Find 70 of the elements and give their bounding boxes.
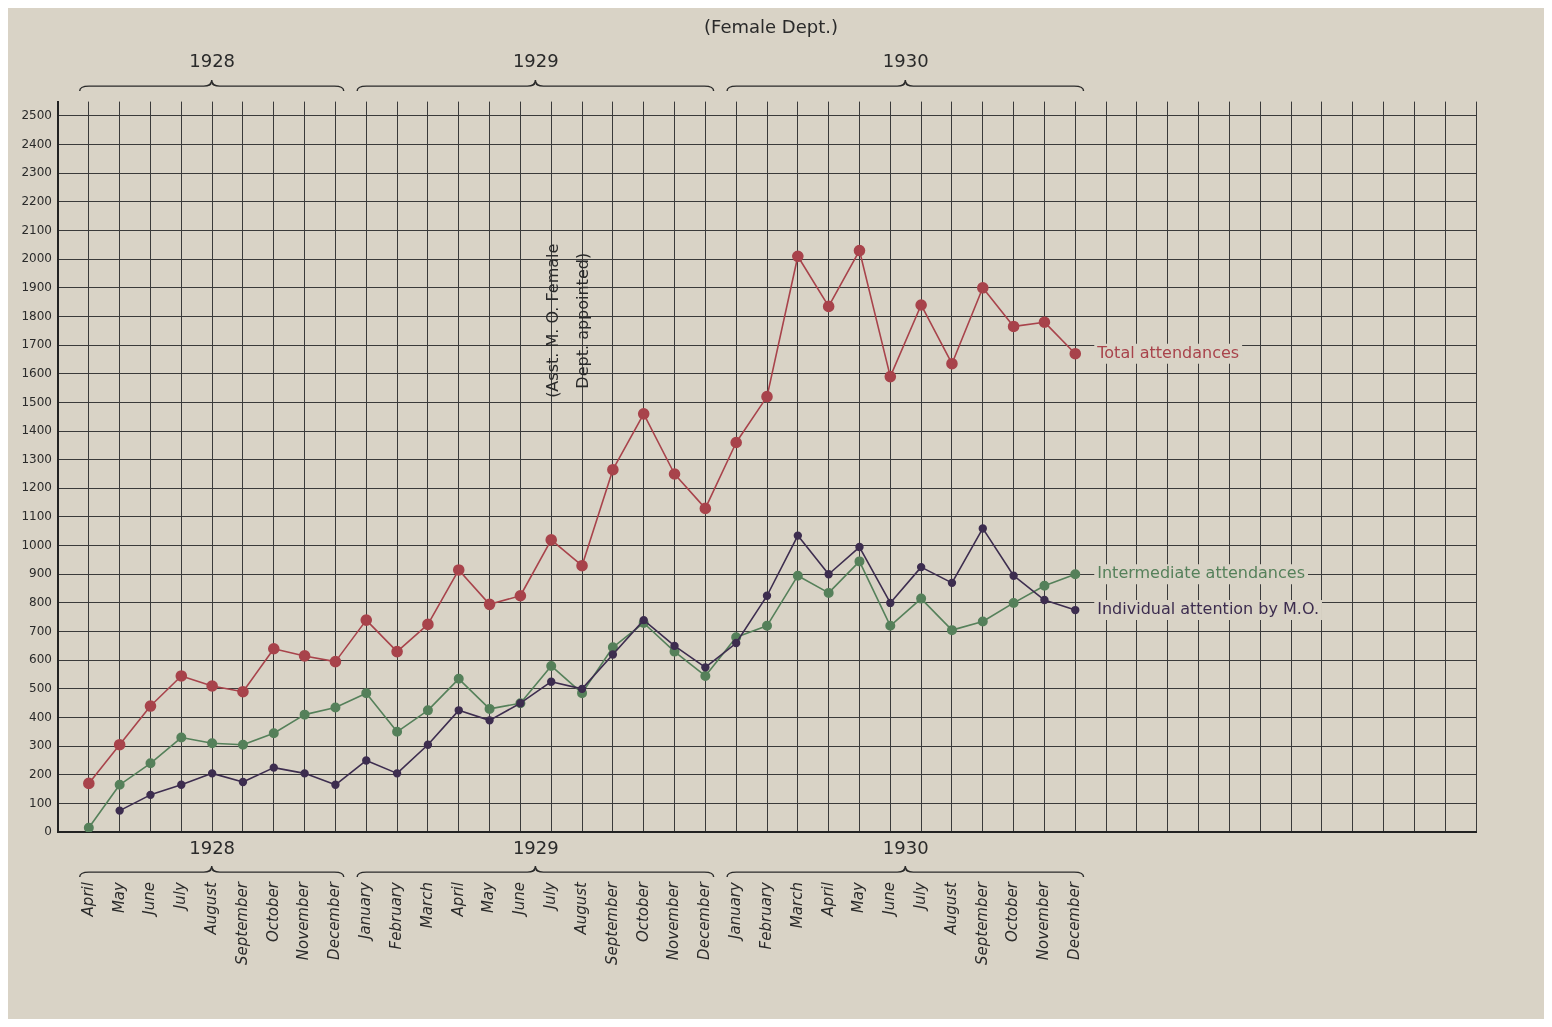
y-tick-label: 400 bbox=[29, 709, 52, 724]
x-tick-label: September bbox=[972, 881, 991, 966]
x-tick-label: October bbox=[263, 881, 282, 943]
annotation: (Asst. M. O. Female Dept. appointed) bbox=[542, 243, 592, 398]
x-tick-label: June bbox=[510, 882, 529, 918]
x-tick-label: April bbox=[818, 881, 837, 918]
y-tick-label: 2500 bbox=[21, 108, 52, 123]
y-tick-label: 0 bbox=[44, 824, 52, 839]
text: 1930 bbox=[882, 836, 929, 858]
y-tick-label: 800 bbox=[29, 595, 52, 610]
series-label: Total attendances bbox=[1096, 342, 1240, 362]
y-tick-label: 2000 bbox=[21, 251, 52, 266]
x-tick-label: October bbox=[633, 881, 652, 943]
text: 1930 bbox=[882, 50, 929, 72]
x-tick-label: July bbox=[541, 880, 560, 913]
x-tick-label: May bbox=[109, 880, 128, 914]
x-tick-label: April bbox=[78, 881, 97, 918]
series-label: Intermediate attendances bbox=[1097, 563, 1305, 583]
x-tick-label: June bbox=[880, 882, 899, 918]
x-tick-label: December bbox=[695, 881, 714, 960]
y-tick-label: 2400 bbox=[21, 136, 52, 151]
y-tick-label: 2100 bbox=[21, 222, 52, 237]
chart-title: (Female Dept.) bbox=[704, 16, 838, 38]
x-tick-label: July bbox=[911, 880, 930, 913]
y-tick-label: 500 bbox=[29, 680, 52, 695]
x-tick-label: December bbox=[325, 881, 344, 960]
y-tick-label: 1100 bbox=[21, 509, 52, 524]
x-tick-label: February bbox=[386, 880, 405, 950]
y-tick-label: 200 bbox=[29, 766, 52, 781]
y-tick-label: 300 bbox=[29, 738, 52, 753]
y-tick-label: 1000 bbox=[21, 537, 52, 552]
x-tick-label: February bbox=[756, 880, 775, 950]
text: 1929 bbox=[512, 50, 559, 72]
text: 1929 bbox=[512, 836, 559, 858]
x-tick-label: August bbox=[202, 880, 221, 936]
x-tick-label: September bbox=[602, 881, 621, 966]
x-tick-label: March bbox=[417, 882, 436, 929]
x-tick-label: August bbox=[941, 880, 960, 936]
x-tick-label: September bbox=[232, 881, 251, 966]
y-tick-label: 1400 bbox=[21, 423, 52, 438]
x-tick-label: November bbox=[1034, 881, 1053, 961]
x-tick-label: March bbox=[787, 882, 806, 929]
y-tick-label: 1200 bbox=[21, 480, 52, 495]
x-tick-label: August bbox=[571, 880, 590, 936]
x-tick-label: June bbox=[140, 882, 159, 918]
y-tick-label: 2200 bbox=[21, 193, 52, 208]
x-tick-label: October bbox=[1003, 881, 1022, 943]
x-tick-label: April bbox=[448, 881, 467, 918]
y-tick-label: 1700 bbox=[21, 337, 52, 352]
series-label: Individual attention by M.O. bbox=[1097, 599, 1319, 619]
y-tick-label: 2300 bbox=[21, 165, 52, 180]
text: 1928 bbox=[189, 50, 236, 72]
text: 1928 bbox=[189, 836, 236, 858]
y-tick-label: 900 bbox=[29, 566, 52, 581]
y-tick-label: 1900 bbox=[21, 279, 52, 294]
y-tick-label: 100 bbox=[29, 795, 52, 810]
y-tick-label: 1600 bbox=[21, 365, 52, 380]
x-tick-label: January bbox=[726, 880, 745, 942]
y-tick-label: 1300 bbox=[21, 451, 52, 466]
y-tick-label: 700 bbox=[29, 623, 52, 638]
x-tick-label: November bbox=[664, 881, 683, 961]
x-tick-label: November bbox=[294, 881, 313, 961]
x-tick-label: May bbox=[849, 880, 868, 914]
x-tick-label: December bbox=[1065, 881, 1084, 960]
x-tick-label: January bbox=[356, 880, 375, 942]
y-tick-label: 600 bbox=[29, 652, 52, 667]
y-tick-label: 1500 bbox=[21, 394, 52, 409]
x-tick-label: May bbox=[479, 880, 498, 914]
y-tick-label: 1800 bbox=[21, 308, 52, 323]
x-tick-label: July bbox=[171, 880, 190, 913]
